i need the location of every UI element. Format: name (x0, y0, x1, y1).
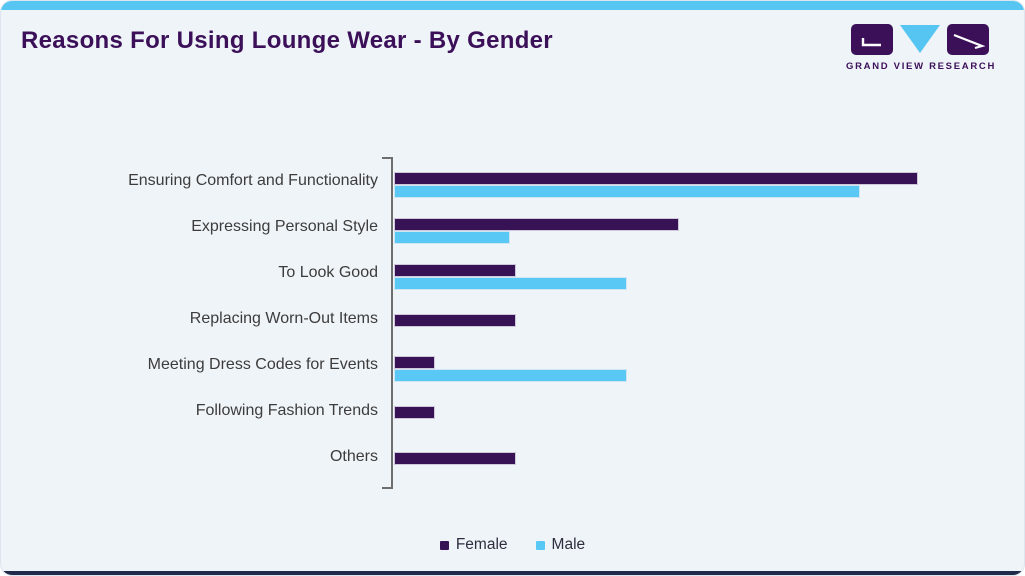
bar-group (394, 356, 1024, 382)
female-bar (394, 218, 680, 231)
bar-group (394, 405, 1024, 419)
male-swatch-icon (535, 540, 545, 550)
legend-item-male: Male (535, 536, 586, 554)
male-bar (394, 369, 627, 382)
male-bar (394, 277, 627, 290)
bottom-accent-bar (1, 571, 1024, 575)
category-label: Others (329, 448, 378, 465)
category-row: Others (1, 434, 1024, 480)
brand-logo: GRAND VIEW RESEARCH (846, 23, 996, 72)
female-bar (394, 451, 517, 465)
legend-label-male: Male (551, 536, 586, 553)
page-title: Reasons For Using Lounge Wear - By Gende… (21, 27, 553, 54)
category-axis-line (382, 157, 393, 489)
category-row: Meeting Dress Codes for Events (1, 342, 1024, 388)
legend-label-female: Female (455, 536, 508, 553)
gvr-logo-icon (851, 24, 989, 55)
category-row: To Look Good (1, 250, 1024, 296)
category-label: Meeting Dress Codes for Events (147, 356, 378, 373)
male-bar (394, 185, 860, 198)
female-bar (394, 356, 435, 369)
category-label: Replacing Worn-Out Items (189, 310, 378, 327)
legend-item-female: Female (439, 536, 508, 554)
chart-rows: Ensuring Comfort and Functionality Expres… (1, 158, 1024, 480)
bar-group (394, 172, 1024, 198)
male-bar (394, 231, 511, 244)
female-bar (394, 172, 919, 185)
female-bar (394, 313, 517, 327)
category-row: Expressing Personal Style (1, 204, 1024, 250)
axis-tick-top (382, 157, 391, 159)
chart: Ensuring Comfort and Functionality Expres… (1, 157, 1024, 489)
bar-group (394, 218, 1024, 244)
legend: Female Male (1, 536, 1024, 554)
category-label: Ensuring Comfort and Functionality (128, 172, 378, 189)
category-label: Expressing Personal Style (191, 218, 378, 235)
category-label: To Look Good (278, 264, 378, 281)
bar-group (394, 264, 1024, 290)
female-bar (394, 264, 517, 277)
category-row: Replacing Worn-Out Items (1, 296, 1024, 342)
female-swatch-icon (439, 540, 449, 550)
bar-group (394, 313, 1024, 327)
category-label: Following Fashion Trends (195, 402, 378, 419)
brand-name: GRAND VIEW RESEARCH (846, 61, 997, 72)
category-row: Ensuring Comfort and Functionality (1, 158, 1024, 204)
category-row: Following Fashion Trends (1, 388, 1024, 434)
female-bar (394, 405, 435, 419)
axis-tick-bottom (382, 487, 391, 489)
bar-group (394, 451, 1024, 465)
top-accent-bar (1, 1, 1024, 10)
